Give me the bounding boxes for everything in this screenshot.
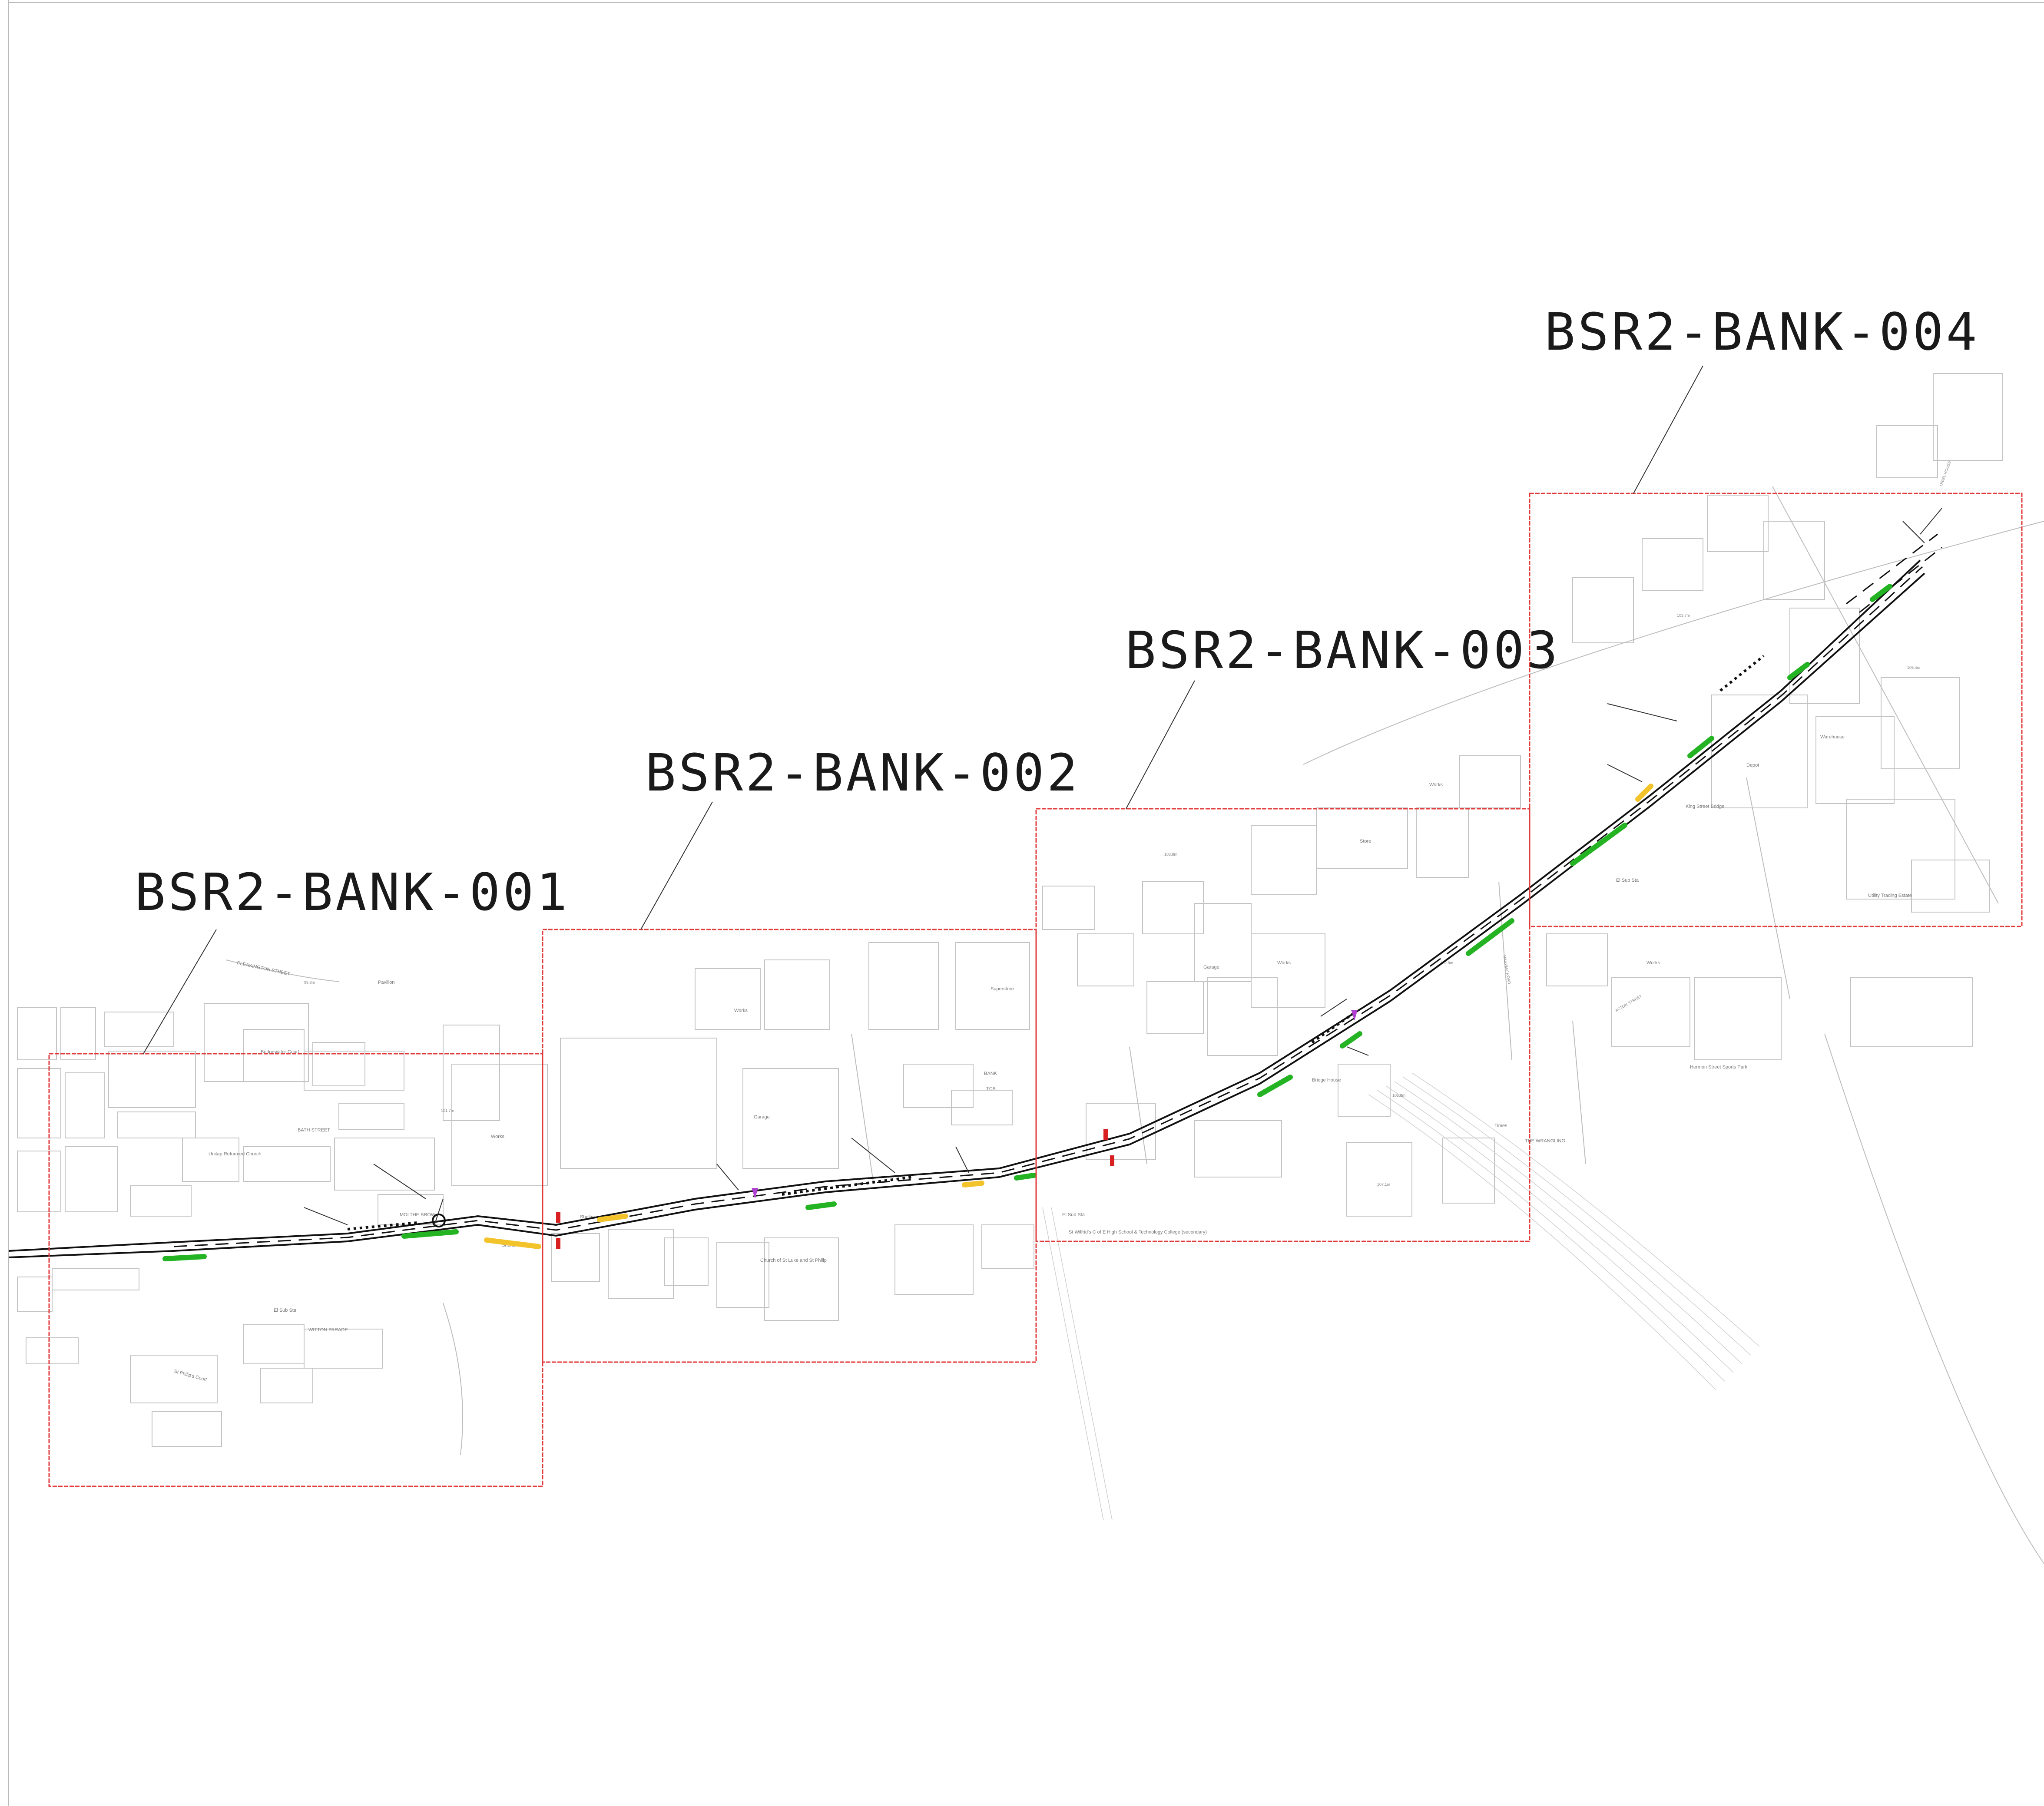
kerb-segment [1787, 662, 1810, 680]
sheet-title-leaders [143, 365, 1703, 1054]
place-label: King Street Bridge [1686, 804, 1724, 809]
place-label: TCB [986, 1086, 996, 1092]
railway-lines [1042, 1072, 1760, 1521]
place-label: Pavilion [378, 980, 395, 985]
kerb-segment [162, 1254, 207, 1261]
spot-heights: 99.8m 101.7m 103.8m 102.8m 105.8m 107.1m… [304, 613, 1920, 1187]
place-label: Unitap Reformed Church [209, 1151, 262, 1157]
place-label: Warehouse [1820, 734, 1845, 740]
place-label: BATH STREET [298, 1128, 330, 1133]
place-label: Hermon Street Sports Park [1690, 1065, 1748, 1070]
place-label: RAILWAY ROAD [1502, 955, 1512, 985]
place-label: PLEASINGTON STREET [236, 960, 291, 977]
spot-height: 101.7m [441, 1108, 454, 1113]
mini-roundabout [432, 1214, 446, 1227]
place-label: Works [1646, 960, 1660, 966]
map-labels: PLEASINGTON STREET Pavilion Bridgewater … [173, 460, 1952, 1383]
signal-marker [1110, 1155, 1114, 1166]
sheet-frame-003 [1035, 808, 1531, 1242]
sheet-title-002: BSR2-BANK-002 [645, 743, 1080, 803]
buildings-003 [1042, 755, 1521, 1217]
kerb-segment [1570, 823, 1627, 866]
crossing-marker [752, 1188, 758, 1199]
spot-height: 103.8m [1164, 852, 1177, 857]
place-label: El Sub Sta [274, 1308, 297, 1313]
sheet-frame-004 [1529, 493, 2023, 927]
terraced-housing-west [17, 1007, 383, 1447]
widening-segment [597, 1214, 628, 1222]
place-label: Superstore [991, 986, 1014, 992]
place-label: Bridge House [1312, 1078, 1341, 1083]
place-label: St Philip's Court [173, 1369, 207, 1383]
kerb-segment [1870, 584, 1892, 602]
kerb-segment [401, 1229, 459, 1239]
spot-height: 99.8m [304, 980, 315, 985]
place-label: ACTON STREET [1614, 994, 1643, 1013]
crossing-marker [1351, 1010, 1358, 1021]
place-label: MOLTHE BROW [400, 1212, 436, 1217]
signal-marker [1103, 1129, 1108, 1140]
place-label: Times [1494, 1123, 1507, 1128]
side-roads [225, 486, 2044, 1564]
sheet-title-004: BSR2-BANK-004 [1544, 302, 1980, 362]
place-label: Works [1277, 960, 1291, 966]
works-blocks-002 [551, 942, 1034, 1321]
place-label: Works [491, 1134, 504, 1139]
spot-height: 103.7m [1677, 613, 1690, 618]
sheet-frames [48, 493, 2023, 1487]
kerb-segment [1014, 1173, 1037, 1181]
sheet-titles: BSR2-BANK-001 BSR2-BANK-002 BSR2-BANK-00… [135, 302, 1980, 922]
place-label: Garage [1203, 965, 1219, 970]
spot-height: 107.1m [1377, 1182, 1390, 1187]
widening-segment [484, 1237, 541, 1249]
kerb-segment [1687, 736, 1714, 758]
spot-height: 105.8m [1392, 1093, 1405, 1098]
place-label: THE WRANGLING [1525, 1138, 1565, 1144]
sheet-border [8, 0, 2044, 1806]
sheet-frame-002 [542, 929, 1037, 1363]
place-label: ORIEL HOUSE [1938, 460, 1951, 487]
place-label: El Sub Sta [1616, 878, 1639, 883]
signal-marker [556, 1238, 560, 1249]
place-label: Store [1360, 839, 1371, 844]
place-label: Church of St Luke and St Philip [760, 1258, 827, 1263]
widening-segment [962, 1181, 984, 1187]
sheet-title-003: BSR2-BANK-003 [1125, 620, 1560, 680]
os-basemap [17, 373, 2044, 1564]
widening-segment [1635, 784, 1653, 802]
signal-marker [556, 1212, 560, 1223]
scheme-highlights [162, 584, 1892, 1261]
place-label: St Wilfrid's C of E High School & Techno… [1069, 1230, 1207, 1235]
place-label: Works [734, 1008, 748, 1013]
buildings-004 [1546, 373, 2003, 1060]
spot-height: 102.8m [1440, 961, 1453, 965]
place-label: Garage [754, 1115, 770, 1120]
annotation-leaders [304, 508, 1942, 1225]
place-label: BANK [984, 1071, 997, 1076]
scheme-alignment [8, 533, 1942, 1258]
place-label: El Sub Sta [1062, 1212, 1085, 1217]
kerb-segment [805, 1201, 837, 1210]
place-label: WITTON PARADE [308, 1327, 348, 1333]
kerb-segment [1340, 1031, 1362, 1049]
spot-height: 105.4m [1907, 665, 1920, 670]
sheet-title-001: BSR2-BANK-001 [135, 862, 570, 922]
place-label: Utility Trading Estate [1868, 893, 1912, 898]
bridgewater-block [182, 1003, 548, 1225]
place-label: Works [1429, 782, 1443, 787]
sheet-frame-001 [48, 1053, 543, 1487]
kerb-segment [1466, 918, 1514, 956]
kerb-segment [1257, 1075, 1293, 1097]
place-label: Depot [1746, 763, 1759, 768]
